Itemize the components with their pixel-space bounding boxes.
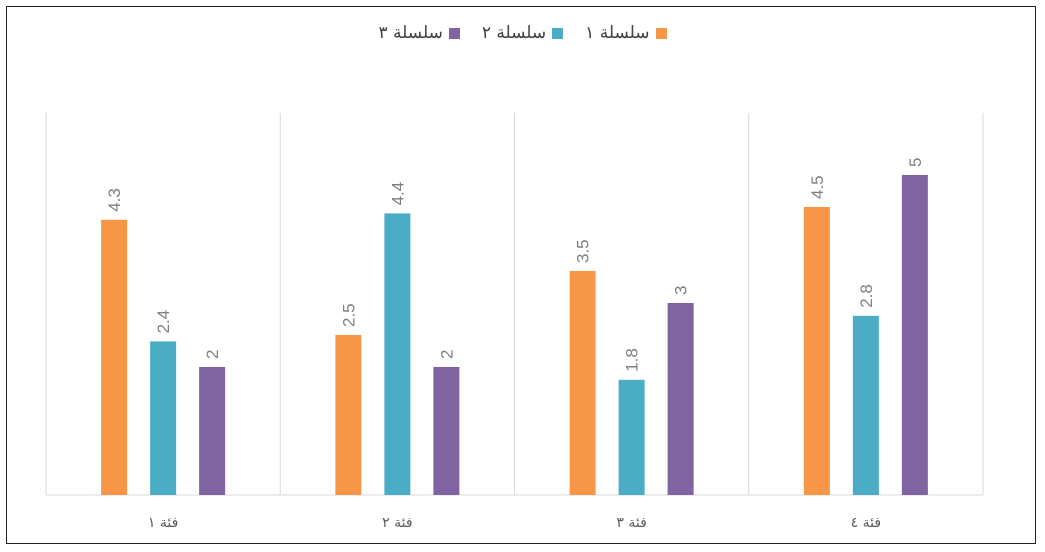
- legend-swatch-series-1: [655, 27, 667, 39]
- legend-swatch-series-2: [552, 27, 564, 39]
- bar-series-2-cat-3: [618, 379, 645, 495]
- data-label-series-2-cat-3: 1.8: [623, 348, 642, 372]
- legend-item-series-1: سلسلة ١: [585, 23, 667, 43]
- category-label-4: فئة ٤: [851, 515, 881, 531]
- legend-swatch-series-3: [448, 27, 460, 39]
- bar-series-2-cat-2: [384, 213, 411, 495]
- data-label-series-1-cat-3: 3.5: [574, 239, 593, 263]
- data-label-series-3-cat-4: 5: [906, 158, 925, 167]
- data-label-series-3-cat-2: 2: [437, 350, 456, 359]
- data-label-series-1-cat-2: 2.5: [339, 303, 358, 327]
- category-label-3: فئة ٣: [616, 515, 646, 531]
- bar-series-1-cat-1: [101, 219, 128, 496]
- bar-series-2-cat-1: [150, 341, 177, 495]
- data-label-series-2-cat-4: 2.8: [857, 284, 876, 308]
- data-label-series-3-cat-3: 3: [672, 286, 691, 295]
- legend-item-series-3: سلسلة ٣: [379, 23, 460, 43]
- bar-series-3-cat-1: [199, 367, 226, 495]
- bar-series-1-cat-4: [803, 207, 830, 495]
- bar-series-1-cat-2: [335, 335, 362, 495]
- data-label-series-2-cat-2: 4.4: [388, 182, 407, 206]
- legend-label-series-3: سلسلة ٣: [378, 23, 443, 43]
- data-label-series-2-cat-1: 2.4: [154, 310, 173, 334]
- data-label-series-1-cat-1: 4.3: [105, 188, 124, 212]
- legend-item-series-2: سلسلة ٢: [481, 23, 564, 43]
- data-label-series-3-cat-1: 2: [203, 350, 222, 359]
- bar-series-3-cat-4: [901, 175, 928, 495]
- bar-series-3-cat-2: [433, 367, 460, 495]
- legend-label-series-2: سلسلة ٢: [481, 23, 547, 43]
- bar-series-2-cat-4: [852, 315, 879, 495]
- category-label-2: فئة ٢: [382, 515, 412, 531]
- chart-legend: سلسلة ١ سلسلة ٢ سلسلة ٣: [0, 20, 1045, 46]
- legend-label-series-1: سلسلة ١: [585, 23, 650, 43]
- data-label-series-1-cat-4: 4.5: [808, 175, 827, 199]
- bar-series-1-cat-3: [569, 271, 596, 495]
- category-label-1: فئة ١: [148, 515, 178, 531]
- bar-series-3-cat-3: [667, 303, 694, 495]
